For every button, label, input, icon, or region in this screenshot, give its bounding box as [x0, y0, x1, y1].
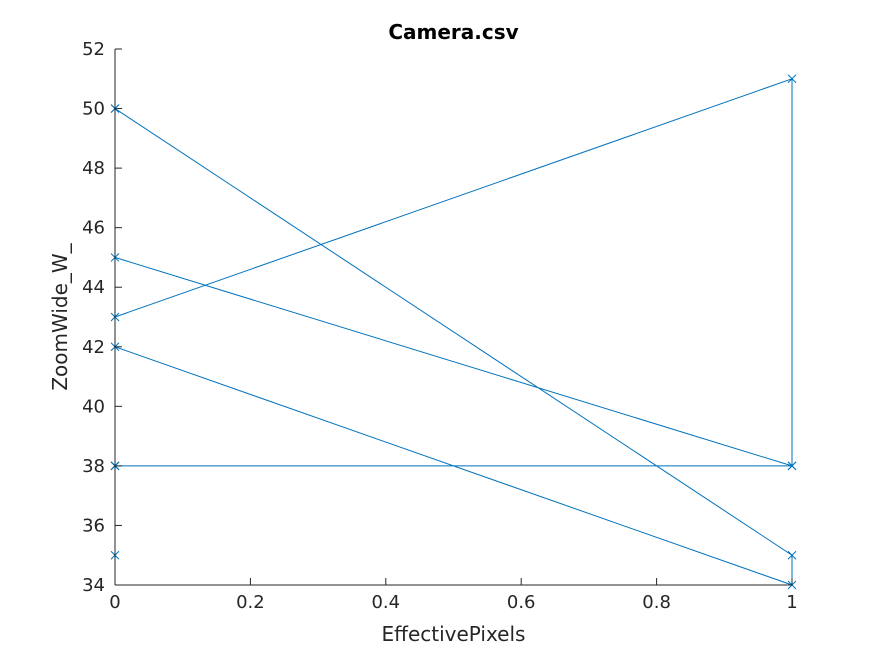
y-tick-label: 48 [82, 158, 105, 179]
data-point [787, 74, 797, 84]
chart-title: Camera.csv [388, 20, 518, 44]
x-axis-ticks: 0 0.2 0.4 0.6 0.8 1 [109, 578, 798, 613]
x-tick-label: 0.6 [507, 592, 536, 613]
y-tick-label: 36 [82, 515, 105, 536]
plot-area [115, 49, 792, 585]
y-tick-label: 50 [82, 99, 105, 120]
axes [114, 49, 792, 586]
x-tick-label: 1 [786, 592, 797, 613]
y-tick-label: 40 [82, 396, 105, 417]
data-point [787, 461, 797, 471]
data-point [787, 550, 797, 560]
y-tick-label: 42 [82, 337, 105, 358]
y-axis-label: ZoomWide_W_ [48, 242, 72, 390]
y-tick-label: 52 [82, 39, 105, 60]
y-tick-label: 34 [82, 575, 105, 596]
y-tick-label: 46 [82, 218, 105, 239]
y-axis-ticks: 34 36 38 40 42 44 46 48 50 52 [82, 39, 122, 596]
x-axis-label: EffectivePixels [382, 622, 526, 646]
series-line [114, 78, 793, 586]
x-tick-label: 0.8 [642, 592, 671, 613]
y-tick-label: 44 [82, 277, 105, 298]
x-tick-label: 0 [109, 592, 120, 613]
x-tick-label: 0.4 [371, 592, 400, 613]
x-tick-label: 0.2 [236, 592, 265, 613]
y-tick-label: 38 [82, 456, 105, 477]
